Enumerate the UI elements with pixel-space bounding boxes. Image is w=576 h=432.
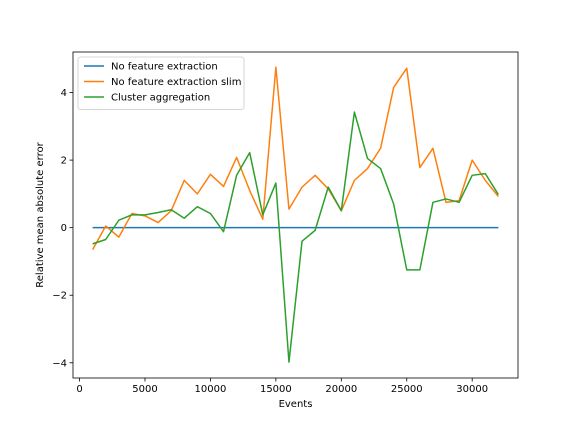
plot-lines [91, 66, 500, 363]
legend: No feature extraction No feature extracti… [77, 56, 245, 110]
y-axis-label: Relative mean absolute error [35, 141, 46, 287]
axes-frame [72, 51, 519, 379]
x-tick-label: 30000 [456, 384, 488, 395]
series-line-2 [92, 111, 500, 363]
legend-box [77, 56, 245, 110]
x-tick-label: 20000 [325, 384, 357, 395]
legend-label-0: No feature extraction [111, 62, 218, 73]
x-tick-label: 25000 [391, 384, 423, 395]
y-axis-ticks: −4 −2 0 2 4 [52, 88, 73, 369]
series-line-1 [91, 66, 499, 250]
y-tick-label: 2 [61, 156, 67, 167]
legend-label-2: Cluster aggregation [111, 93, 210, 104]
legend-label-1: No feature extraction slim [111, 77, 241, 88]
y-tick-label: 0 [61, 223, 67, 234]
y-tick-label: 4 [61, 88, 67, 99]
x-axis-ticks: 0 5000 10000 15000 20000 25000 30000 [76, 378, 488, 395]
y-tick-label: −2 [52, 291, 67, 302]
x-tick-label: 0 [76, 384, 82, 395]
x-tick-label: 10000 [195, 384, 227, 395]
x-tick-label: 15000 [260, 384, 292, 395]
x-axis-label: Events [279, 399, 313, 410]
y-tick-label: −4 [52, 358, 67, 369]
x-tick-label: 5000 [132, 384, 157, 395]
